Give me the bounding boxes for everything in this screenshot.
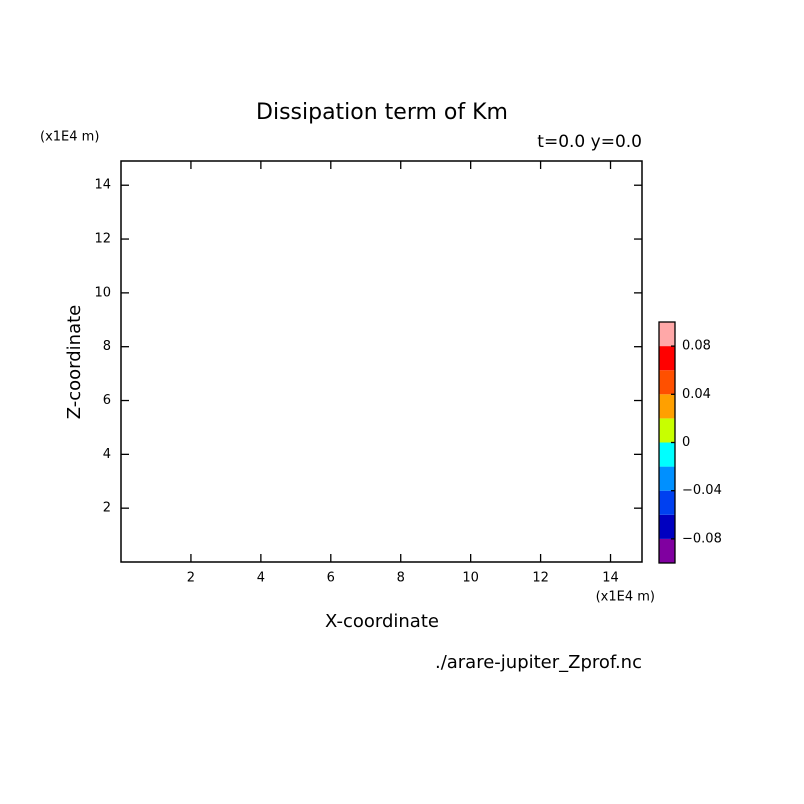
colorbar-bin xyxy=(659,322,675,347)
colorbar-bin xyxy=(659,442,675,467)
x-tick-label: 14 xyxy=(602,571,619,586)
colorbar-bin xyxy=(659,394,675,419)
y-tick-label: 12 xyxy=(94,232,111,247)
colorbar-tick-label: −0.08 xyxy=(682,531,722,546)
plot-frame xyxy=(120,160,643,563)
x-tick-label: 8 xyxy=(397,571,405,586)
colorbar-bin xyxy=(659,418,675,443)
chart-subtitle: t=0.0 y=0.0 xyxy=(537,132,642,152)
x-tick-label: 2 xyxy=(187,571,195,586)
colorbar-bin xyxy=(659,466,675,491)
colorbar-tick-label: 0.08 xyxy=(682,339,711,354)
y-unit: (x1E4 m) xyxy=(40,130,99,145)
colorbar-tick-label: 0 xyxy=(682,435,690,450)
y-tick-label: 14 xyxy=(94,178,111,193)
x-axis-label: X-coordinate xyxy=(325,611,439,632)
x-tick-label: 10 xyxy=(462,571,479,586)
colorbar-bin xyxy=(659,538,675,563)
y-tick-label: 10 xyxy=(94,285,111,300)
y-tick-label: 8 xyxy=(103,339,111,354)
colorbar-bin xyxy=(659,346,675,371)
x-tick-label: 12 xyxy=(532,571,549,586)
y-axis-label: Z-coordinate xyxy=(64,305,85,420)
y-tick-label: 2 xyxy=(103,501,111,516)
chart-title: Dissipation term of Km xyxy=(256,100,508,125)
x-tick-label: 4 xyxy=(257,571,265,586)
x-unit: (x1E4 m) xyxy=(596,590,655,605)
footnote: ./arare-jupiter_Zprof.nc xyxy=(435,652,642,673)
colorbar-tick-label: −0.04 xyxy=(682,483,722,498)
colorbar-bin xyxy=(659,490,675,515)
y-tick-label: 4 xyxy=(103,447,111,462)
y-tick-label: 6 xyxy=(103,393,111,408)
colorbar-tick-label: 0.04 xyxy=(682,387,711,402)
x-tick-label: 6 xyxy=(327,571,335,586)
colorbar-bin xyxy=(659,370,675,395)
colorbar-bin xyxy=(659,514,675,539)
